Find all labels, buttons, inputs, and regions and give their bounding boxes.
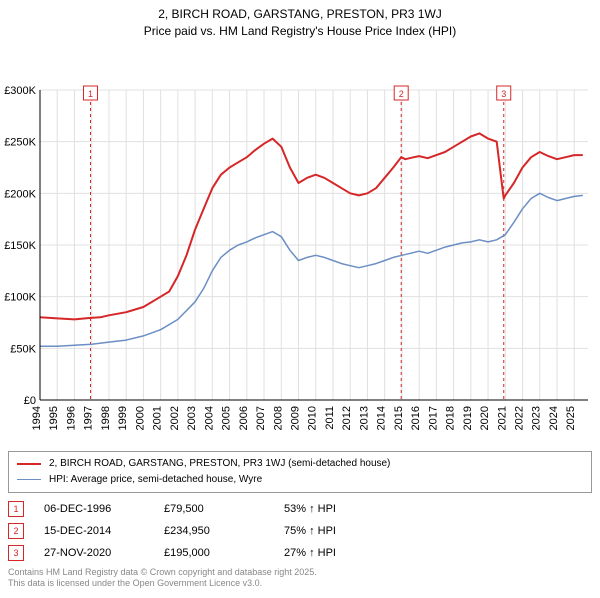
legend-swatch bbox=[17, 463, 41, 465]
transaction-row: 2 15-DEC-2014 £234,950 75% ↑ HPI bbox=[8, 523, 592, 539]
svg-text:2012: 2012 bbox=[341, 406, 353, 430]
transaction-price: £195,000 bbox=[164, 547, 284, 559]
legend-item: HPI: Average price, semi-detached house,… bbox=[17, 472, 583, 488]
transaction-marker: 3 bbox=[8, 545, 24, 561]
footnote-line2: This data is licensed under the Open Gov… bbox=[8, 578, 592, 590]
svg-text:2002: 2002 bbox=[169, 406, 181, 430]
transaction-date: 15-DEC-2014 bbox=[44, 525, 164, 537]
transaction-marker: 2 bbox=[8, 523, 24, 539]
svg-text:2021: 2021 bbox=[496, 406, 508, 430]
svg-text:2: 2 bbox=[399, 89, 404, 99]
svg-text:£200K: £200K bbox=[4, 188, 36, 200]
svg-text:2003: 2003 bbox=[186, 406, 198, 430]
transaction-delta: 27% ↑ HPI bbox=[284, 547, 404, 559]
svg-text:1995: 1995 bbox=[48, 406, 60, 430]
transaction-price: £234,950 bbox=[164, 525, 284, 537]
svg-text:2000: 2000 bbox=[134, 406, 146, 430]
svg-text:£300K: £300K bbox=[4, 85, 36, 97]
title-block: 2, BIRCH ROAD, GARSTANG, PRESTON, PR3 1W… bbox=[0, 0, 600, 40]
svg-text:2004: 2004 bbox=[203, 406, 215, 430]
svg-text:2020: 2020 bbox=[479, 406, 491, 430]
transactions-table: 1 06-DEC-1996 £79,500 53% ↑ HPI 2 15-DEC… bbox=[8, 501, 592, 561]
svg-text:£50K: £50K bbox=[10, 343, 36, 355]
svg-text:2010: 2010 bbox=[307, 406, 319, 430]
svg-text:2025: 2025 bbox=[565, 406, 577, 430]
chart-container: 2, BIRCH ROAD, GARSTANG, PRESTON, PR3 1W… bbox=[0, 0, 600, 590]
svg-text:1: 1 bbox=[88, 89, 93, 99]
svg-text:2013: 2013 bbox=[358, 406, 370, 430]
svg-text:2017: 2017 bbox=[427, 406, 439, 430]
svg-text:3: 3 bbox=[501, 89, 506, 99]
legend-item: 2, BIRCH ROAD, GARSTANG, PRESTON, PR3 1W… bbox=[17, 456, 583, 472]
svg-text:1998: 1998 bbox=[100, 406, 112, 430]
svg-text:£150K: £150K bbox=[4, 240, 36, 252]
svg-text:1994: 1994 bbox=[31, 406, 43, 430]
svg-text:2023: 2023 bbox=[531, 406, 543, 430]
svg-text:1999: 1999 bbox=[117, 406, 129, 430]
transaction-price: £79,500 bbox=[164, 503, 284, 515]
transaction-delta: 75% ↑ HPI bbox=[284, 525, 404, 537]
footnote: Contains HM Land Registry data © Crown c… bbox=[8, 567, 592, 590]
title-line2: Price paid vs. HM Land Registry's House … bbox=[0, 23, 600, 40]
svg-text:2005: 2005 bbox=[221, 406, 233, 430]
transaction-marker: 1 bbox=[8, 501, 24, 517]
title-line1: 2, BIRCH ROAD, GARSTANG, PRESTON, PR3 1W… bbox=[0, 6, 600, 23]
svg-text:2016: 2016 bbox=[410, 406, 422, 430]
legend-label: HPI: Average price, semi-detached house,… bbox=[49, 472, 262, 488]
transaction-date: 06-DEC-1996 bbox=[44, 503, 164, 515]
svg-text:2006: 2006 bbox=[238, 406, 250, 430]
legend: 2, BIRCH ROAD, GARSTANG, PRESTON, PR3 1W… bbox=[8, 451, 592, 493]
svg-text:2011: 2011 bbox=[324, 406, 336, 430]
svg-text:2024: 2024 bbox=[548, 406, 560, 430]
transaction-row: 1 06-DEC-1996 £79,500 53% ↑ HPI bbox=[8, 501, 592, 517]
svg-text:1997: 1997 bbox=[83, 406, 95, 430]
footnote-line1: Contains HM Land Registry data © Crown c… bbox=[8, 567, 592, 579]
svg-text:£250K: £250K bbox=[4, 136, 36, 148]
svg-text:2009: 2009 bbox=[289, 406, 301, 430]
svg-text:2018: 2018 bbox=[445, 406, 457, 430]
legend-label: 2, BIRCH ROAD, GARSTANG, PRESTON, PR3 1W… bbox=[49, 456, 390, 472]
svg-text:2022: 2022 bbox=[514, 406, 526, 430]
svg-text:2015: 2015 bbox=[393, 406, 405, 430]
svg-text:£100K: £100K bbox=[4, 291, 36, 303]
svg-text:2008: 2008 bbox=[272, 406, 284, 430]
transaction-date: 27-NOV-2020 bbox=[44, 547, 164, 559]
svg-text:2019: 2019 bbox=[462, 406, 474, 430]
transaction-row: 3 27-NOV-2020 £195,000 27% ↑ HPI bbox=[8, 545, 592, 561]
svg-text:2014: 2014 bbox=[376, 406, 388, 430]
svg-text:2001: 2001 bbox=[152, 406, 164, 430]
transaction-delta: 53% ↑ HPI bbox=[284, 503, 404, 515]
price-chart: £0 £50K £100K £150K £200K £250K £300K 1994 1995 1… bbox=[0, 40, 600, 445]
svg-text:2007: 2007 bbox=[255, 406, 267, 430]
legend-swatch bbox=[17, 479, 41, 481]
svg-text:£0: £0 bbox=[24, 395, 36, 407]
svg-text:1996: 1996 bbox=[65, 406, 77, 430]
